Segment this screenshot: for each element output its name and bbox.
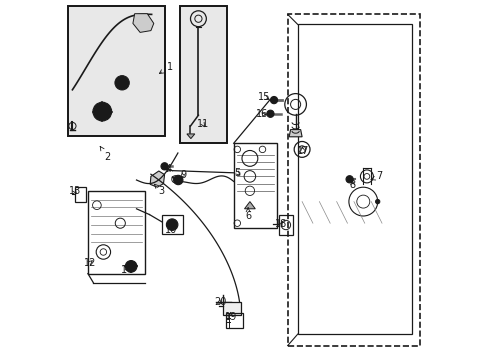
Text: 14: 14 [121, 265, 133, 275]
Circle shape [375, 199, 379, 204]
Text: 15: 15 [258, 92, 270, 102]
Circle shape [270, 96, 277, 104]
Circle shape [115, 76, 129, 90]
Text: 16: 16 [255, 109, 267, 120]
Bar [223, 302, 241, 315]
Text: 5: 5 [234, 168, 240, 178]
Circle shape [166, 219, 178, 230]
Text: 1: 1 [159, 62, 172, 73]
Bar [68, 6, 165, 136]
Bar [225, 313, 243, 328]
Circle shape [161, 163, 168, 170]
Bar [88, 191, 145, 274]
Bar [297, 24, 411, 334]
Text: 13: 13 [68, 186, 81, 196]
Text: 12: 12 [83, 258, 96, 268]
Text: 20: 20 [213, 297, 226, 307]
Text: 19: 19 [224, 312, 237, 322]
Text: 8: 8 [349, 180, 355, 190]
Polygon shape [133, 14, 153, 32]
Circle shape [266, 110, 273, 117]
Circle shape [125, 261, 137, 272]
Polygon shape [288, 130, 302, 137]
Text: 4: 4 [165, 164, 172, 174]
Circle shape [93, 102, 111, 121]
Bar [179, 6, 226, 143]
Bar [287, 14, 419, 346]
Bar [233, 143, 276, 228]
Bar [162, 215, 182, 234]
Bar [68, 6, 165, 136]
Text: 11: 11 [197, 119, 209, 129]
Bar [75, 187, 86, 202]
Circle shape [173, 175, 183, 185]
Polygon shape [186, 134, 194, 139]
Bar [279, 215, 292, 235]
Text: 7: 7 [370, 171, 382, 181]
Text: 17: 17 [296, 146, 308, 156]
Text: 3: 3 [154, 184, 163, 196]
Text: 10: 10 [164, 222, 177, 235]
Text: 18: 18 [275, 219, 287, 229]
Polygon shape [150, 171, 164, 187]
Bar [179, 6, 226, 143]
Circle shape [346, 176, 352, 183]
Text: 2: 2 [100, 147, 110, 162]
Text: 9: 9 [180, 170, 186, 180]
Polygon shape [244, 202, 255, 209]
Text: 6: 6 [244, 208, 251, 221]
